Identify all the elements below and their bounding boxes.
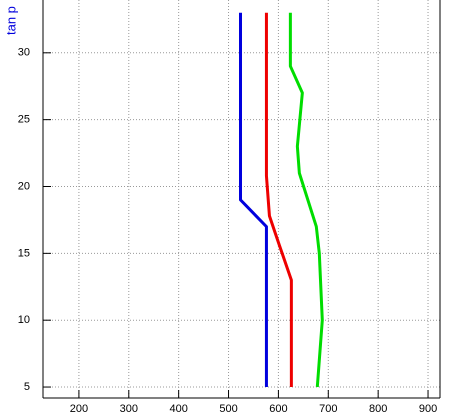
y-tick-label: 10: [18, 314, 30, 326]
x-tick-label: 900: [419, 403, 437, 415]
y-axis-label: tan p: [3, 6, 18, 35]
x-tick-label: 300: [120, 403, 138, 415]
data-line: [264, 12, 293, 388]
y-tick-label: 25: [18, 114, 30, 126]
data-line: [288, 12, 324, 388]
y-tick-label: 30: [18, 47, 30, 59]
x-tick-label: 500: [219, 403, 237, 415]
x-tick-label: 200: [70, 403, 88, 415]
x-tick-label: 400: [169, 403, 187, 415]
y-tick-label: 15: [18, 247, 30, 259]
y-tick-label: 20: [18, 180, 30, 192]
data-line: [239, 12, 268, 388]
x-tick-label: 600: [269, 403, 287, 415]
y-tick-label: 5: [24, 381, 30, 393]
x-tick-label: 700: [319, 403, 337, 415]
x-tick-label: 800: [369, 403, 387, 415]
